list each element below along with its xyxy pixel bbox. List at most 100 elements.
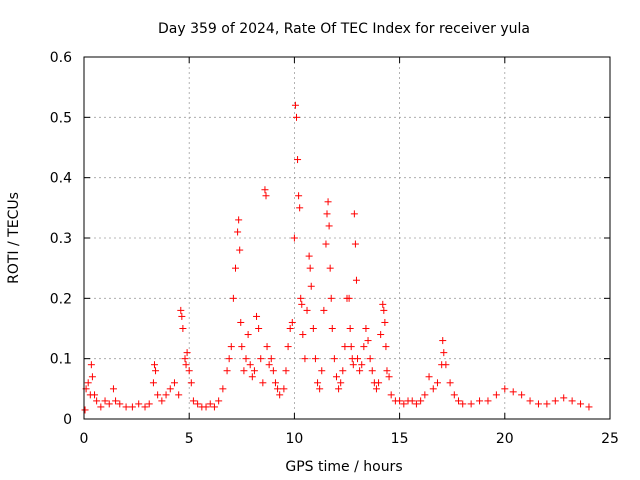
data-point — [366, 355, 374, 363]
data-point — [377, 331, 385, 339]
y-tick-label: 0.4 — [50, 171, 72, 187]
data-point — [349, 361, 357, 369]
y-tick-label: 0.1 — [50, 352, 72, 368]
data-point — [323, 210, 331, 218]
data-point — [97, 403, 105, 411]
data-point — [262, 192, 270, 200]
data-point — [271, 379, 279, 387]
data-point — [346, 325, 354, 332]
data-point — [152, 367, 160, 375]
data-point — [356, 367, 364, 375]
data-point — [442, 361, 450, 369]
data-point — [145, 400, 153, 408]
y-tick-label: 0 — [63, 412, 72, 428]
data-point — [380, 306, 388, 314]
data-point — [248, 373, 256, 381]
x-tick-label: 15 — [391, 431, 409, 447]
data-point — [446, 379, 454, 387]
data-point — [387, 391, 395, 399]
data-point — [303, 306, 311, 314]
data-point — [276, 391, 284, 399]
data-point — [440, 349, 448, 357]
data-point — [149, 379, 157, 387]
data-point — [439, 337, 447, 345]
data-point — [227, 343, 235, 351]
data-point — [518, 391, 526, 399]
data-point — [269, 367, 277, 375]
data-point — [128, 403, 136, 411]
data-point — [408, 397, 416, 405]
data-point — [318, 367, 326, 375]
data-point — [280, 385, 288, 393]
data-point — [551, 397, 559, 405]
data-point — [229, 294, 237, 302]
data-point — [194, 400, 202, 408]
data-point — [246, 361, 254, 369]
data-point — [154, 391, 162, 399]
data-point — [330, 355, 338, 363]
data-point — [429, 385, 437, 393]
data-point — [141, 403, 149, 411]
data-point — [362, 325, 370, 332]
data-point — [375, 379, 383, 387]
data-point — [526, 397, 534, 405]
data-point — [347, 343, 355, 351]
data-point — [412, 400, 420, 408]
data-point — [185, 367, 193, 375]
data-point — [223, 367, 231, 375]
x-tick-label: 5 — [185, 431, 194, 447]
data-point — [455, 397, 463, 405]
data-point — [263, 343, 271, 351]
data-point — [585, 403, 593, 411]
data-point — [177, 306, 185, 314]
data-point — [364, 337, 372, 345]
data-point — [385, 373, 393, 381]
y-tick-label: 0.5 — [50, 110, 72, 126]
data-point — [253, 312, 261, 320]
data-point — [306, 264, 314, 272]
data-point — [288, 318, 296, 326]
data-point — [396, 397, 404, 405]
data-point — [236, 246, 244, 254]
y-tick-label: 0.2 — [50, 291, 72, 307]
data-point — [81, 406, 89, 414]
data-point — [242, 355, 250, 363]
data-point — [350, 210, 358, 218]
data-point — [467, 400, 475, 408]
data-point — [298, 300, 306, 308]
data-point — [234, 228, 242, 236]
data-point — [282, 367, 290, 375]
y-tick-label: 0.6 — [50, 50, 72, 66]
data-point — [577, 400, 585, 408]
data-point — [294, 156, 302, 164]
data-point — [295, 192, 303, 200]
data-point — [383, 367, 391, 375]
data-point — [231, 264, 239, 272]
data-point — [255, 325, 263, 332]
data-point — [250, 367, 258, 375]
data-point — [189, 397, 197, 405]
data-point — [187, 379, 195, 387]
y-axis-label: ROTI / TECUs — [6, 192, 22, 284]
data-point — [122, 403, 130, 411]
data-point — [341, 343, 349, 351]
x-tick-label: 0 — [80, 431, 89, 447]
data-points — [81, 101, 593, 414]
data-point — [322, 240, 330, 248]
data-point — [335, 385, 343, 393]
data-point — [293, 113, 301, 121]
plot-frame — [83, 56, 611, 420]
data-point — [210, 403, 218, 411]
data-point — [202, 403, 210, 411]
data-point — [179, 325, 187, 332]
data-point — [484, 397, 492, 405]
data-point — [116, 400, 124, 408]
data-point — [259, 379, 267, 387]
data-point — [284, 343, 292, 351]
y-tick-label: 0.3 — [50, 231, 72, 247]
data-point — [324, 198, 332, 206]
data-point — [88, 373, 96, 381]
x-tick-label: 20 — [496, 431, 514, 447]
data-point — [244, 331, 252, 339]
